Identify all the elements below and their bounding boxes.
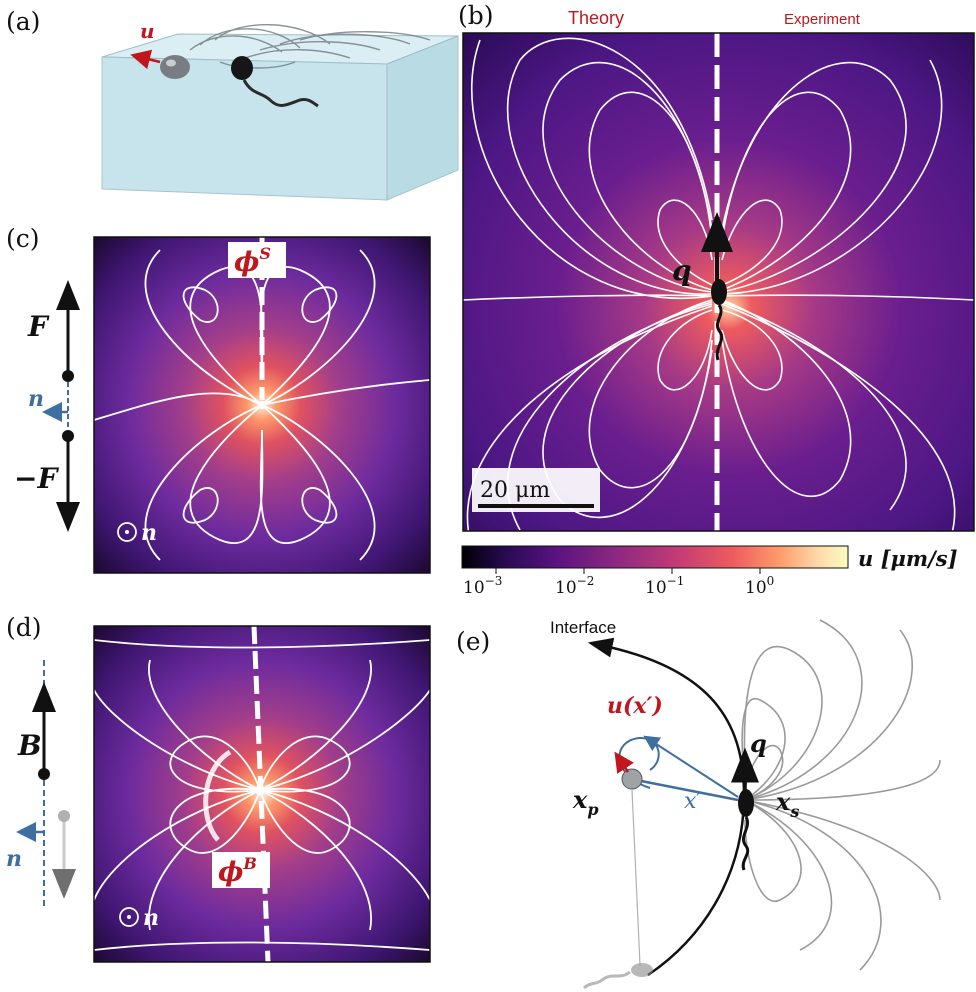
force-dipole-diagram: F −F n [14,280,80,532]
streamlines-c [94,249,430,561]
out-of-plane-marker-c: n [117,520,157,546]
xp-label: xp [572,785,599,819]
panel-b: (b) Theory Experiment [458,1,975,532]
swimmer-sperm [231,56,319,108]
tick-label-2: 10−2 [555,574,594,598]
panel-c-letter: (c) [6,224,40,253]
tick-label-4: 100 [745,574,774,598]
tick-label-3: 10−1 [645,574,684,598]
surface-streamlines [189,24,431,69]
swimmer-b [711,279,727,361]
scale-bar: 20 μm [472,468,600,512]
x-prime-label: x′ [684,789,701,814]
experiment-title: Experiment [784,11,861,28]
flow-u-label: u(x′) [607,693,663,719]
panel-b-letter: (b) [458,1,494,30]
normal-label-c: n [28,386,44,412]
colorbar: u [μm/s] 10−3 10−2 10−1 100 [461,545,958,598]
scale-bar-label: 20 μm [480,478,550,503]
force-down-label: −F [14,462,59,495]
phi-s-box [228,242,286,278]
swimmer-e [738,789,754,871]
image-swimmer [582,963,653,990]
q-label-e: q [750,729,767,758]
particle-sphere [160,55,190,79]
dipole-label: B [17,729,42,762]
panel-a: (a) u [6,7,459,201]
particle-trajectory [631,789,641,966]
interface-label: Interface [550,618,616,637]
out-of-plane-marker-d: n [119,905,159,931]
normal-label-d: n [6,846,22,872]
velocity-u-label: u [140,19,155,43]
phi-b-label: ϕB [218,854,257,888]
streamlines-d [94,639,430,951]
svg-text:n: n [143,905,159,931]
panel-e: (e) Interface [456,618,941,990]
tick-label-1: 10−3 [463,574,502,598]
particle-velocity-arrow-e [614,751,634,774]
phi-b-box [212,852,270,888]
colorbar-ticks: 10−3 10−2 10−1 100 [463,568,774,598]
panel-a-letter: (a) [6,7,40,36]
particle-velocity-arrow [130,49,161,70]
colorbar-label: u [μm/s] [858,546,958,571]
panel-d-letter: (d) [6,613,42,642]
theory-title: Theory [568,8,624,28]
panel-d: (d) ϕB [6,613,431,963]
source-dipole-diagram: B n [6,660,76,910]
phi-s-label: ϕS [234,244,271,278]
panel-c: (c) ϕS F [6,224,431,574]
panel-e-letter: (e) [456,627,490,656]
streamlines-e [741,619,941,971]
xs-label: xs [775,787,799,821]
relative-position-vector [635,778,739,802]
colorbar-gradient [461,545,849,569]
water-block [101,33,459,201]
q-label-b: q [672,254,692,287]
particle-e [621,768,643,790]
interface-line-d [251,625,271,963]
force-up-label: F [27,310,50,343]
svg-text:n: n [141,520,157,546]
